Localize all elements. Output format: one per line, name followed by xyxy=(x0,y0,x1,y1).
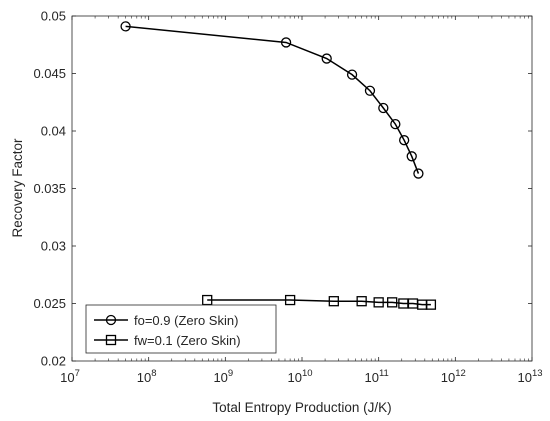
series-0-point-6 xyxy=(390,118,401,130)
series-1-point-5 xyxy=(387,297,398,308)
x-tick-label: 1010 xyxy=(287,368,312,385)
series-0-point-9 xyxy=(413,168,424,179)
y-tick-label: 0.02 xyxy=(41,354,66,369)
series-layer xyxy=(120,21,437,310)
x-tick-label: 107 xyxy=(60,368,80,385)
series-0-point-5 xyxy=(378,102,389,114)
legend-label-1: fw=0.1 (Zero Skin) xyxy=(134,333,241,348)
series-0-point-0 xyxy=(120,21,131,32)
series-0-point-8 xyxy=(406,151,417,162)
y-tick-label: 0.025 xyxy=(33,296,66,311)
series-1-point-1 xyxy=(284,294,296,306)
x-tick-label: 1011 xyxy=(364,368,388,385)
legend-marker-circle xyxy=(105,314,117,326)
x-tick-label: 109 xyxy=(213,368,233,385)
x-tick-label: 1012 xyxy=(441,368,466,385)
legend-marker-square xyxy=(105,334,117,346)
y-axis-title: Recovery Factor xyxy=(10,138,25,238)
series-1-point-2 xyxy=(328,296,339,307)
y-tick-labels: 0.02 0.025 0.03 0.035 0.04 0.045 0.05 xyxy=(33,9,66,369)
y-tick-label: 0.04 xyxy=(41,124,66,139)
series-0-point-1 xyxy=(280,37,292,48)
legend-box xyxy=(85,304,277,354)
series-1-point-3 xyxy=(356,296,367,307)
series-1-point-4 xyxy=(373,297,384,308)
series-1-point-0 xyxy=(202,294,213,306)
series-0-point-4 xyxy=(364,85,376,96)
series-0-point-3 xyxy=(346,69,358,80)
series-0-point-2 xyxy=(321,53,332,64)
y-tick-label: 0.045 xyxy=(33,66,66,81)
legend: fo=0.9 (Zero Skin) fw=0.1 (Zero Skin) xyxy=(85,304,277,354)
series-1-point-9 xyxy=(425,299,437,310)
legend-label-0: fo=0.9 (Zero Skin) xyxy=(134,313,238,328)
x-tick-labels: 107 108 109 1010 1011 1012 1013 xyxy=(60,368,542,385)
axis-ticks xyxy=(71,15,533,362)
x-axis-title: Total Entropy Production (J/K) xyxy=(212,400,391,415)
y-tick-label: 0.03 xyxy=(41,239,66,254)
series-0-point-7 xyxy=(399,135,410,146)
y-tick-label: 0.05 xyxy=(41,9,66,24)
series-line-0 xyxy=(125,25,420,174)
y-tick-label: 0.035 xyxy=(33,181,66,196)
x-tick-label: 1013 xyxy=(517,368,542,385)
plot-area xyxy=(71,15,533,362)
x-tick-label: 108 xyxy=(137,368,157,385)
